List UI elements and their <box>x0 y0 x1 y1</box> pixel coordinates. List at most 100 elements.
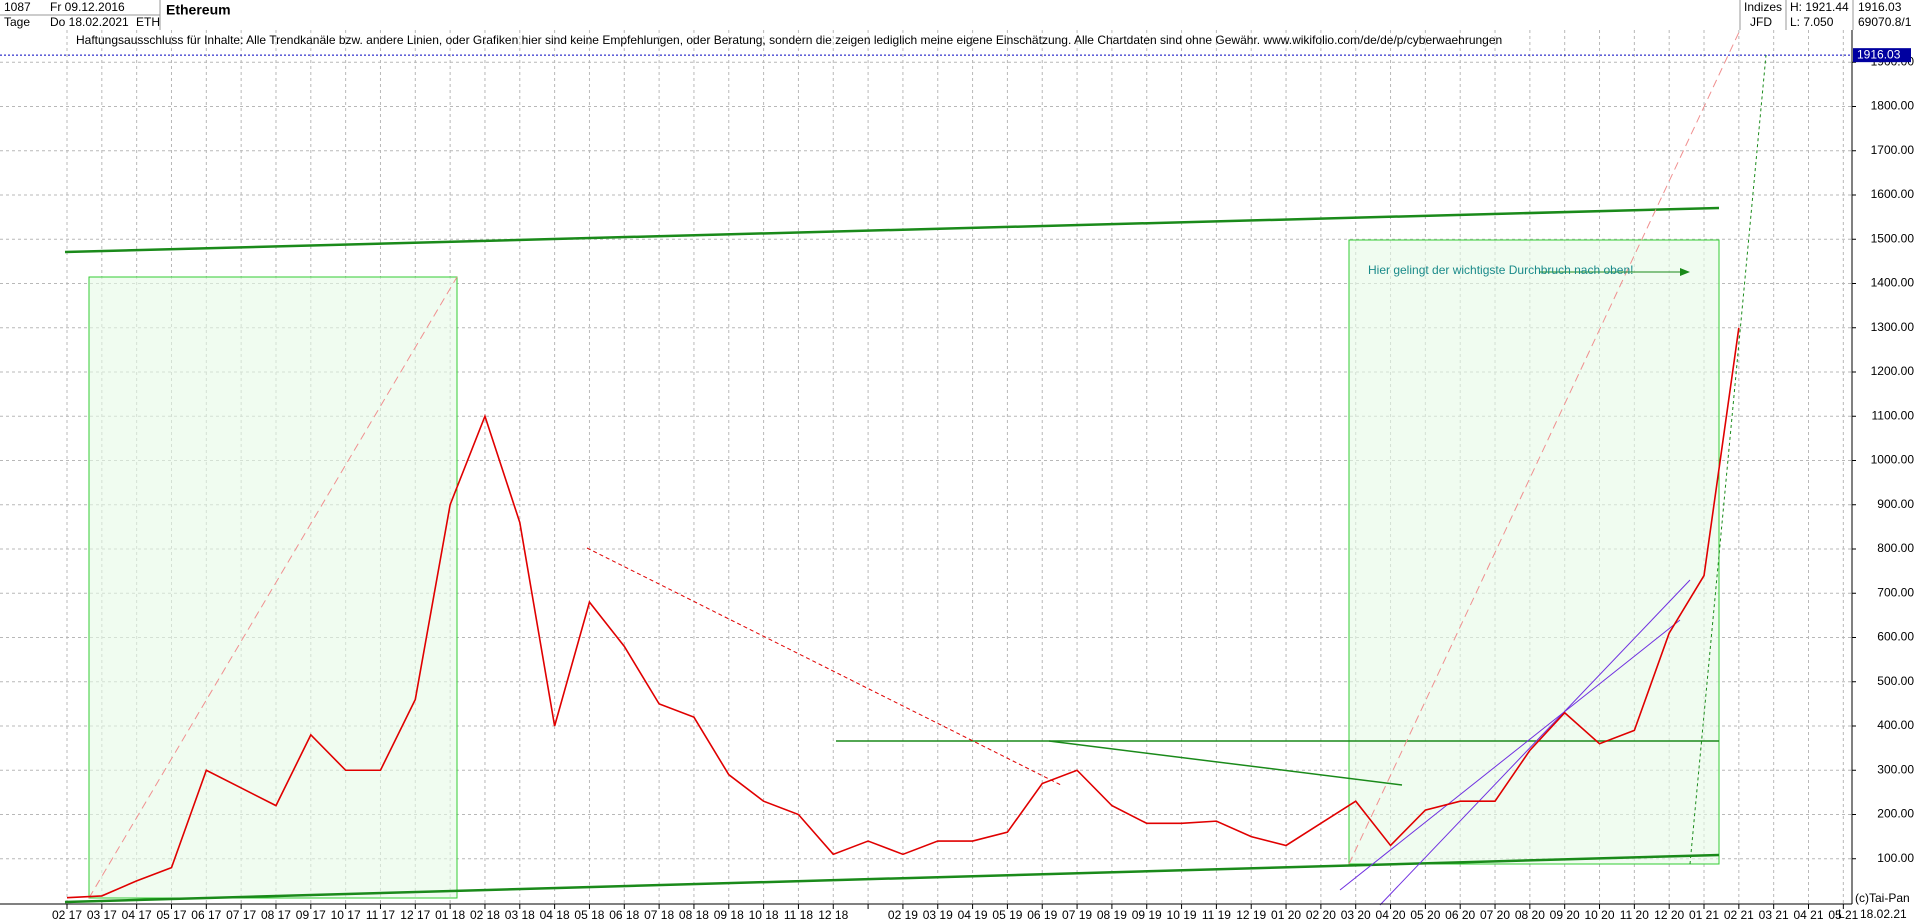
x-tick-label: 09 17 <box>296 908 326 922</box>
annotation-arrow <box>1680 268 1690 276</box>
y-tick-label: 1500.00 <box>1871 231 1915 245</box>
header-from: Fr 09.12.2016 <box>50 0 125 14</box>
header-low: L: 7.050 <box>1790 15 1834 29</box>
x-tick-label: 09 20 <box>1550 908 1580 922</box>
y-tick-label: 1700.00 <box>1871 143 1915 157</box>
header-symbol: ETH <box>136 15 160 29</box>
header-count: 1087 <box>4 0 31 14</box>
x-tick-label: 04 18 <box>540 908 570 922</box>
y-tick-label: 1600.00 <box>1871 187 1915 201</box>
x-tick-label: 03 17 <box>87 908 117 922</box>
x-tick-label: 06 17 <box>191 908 221 922</box>
x-tick-label: 03 20 <box>1341 908 1371 922</box>
x-tick-label: 05 20 <box>1410 908 1440 922</box>
y-tick-label: 1300.00 <box>1871 320 1915 334</box>
x-tick-label: 03 18 <box>505 908 535 922</box>
y-tick-label: 700.00 <box>1877 585 1914 599</box>
y-tick-label: 400.00 <box>1877 718 1914 732</box>
x-tick-label: 04 21 <box>1793 908 1823 922</box>
y-tick-label: 1000.00 <box>1871 453 1915 467</box>
x-tick-label: 02 20 <box>1306 908 1336 922</box>
x-tick-label: 10 18 <box>749 908 779 922</box>
header-bar <box>0 0 1916 30</box>
x-tick-label: 08 19 <box>1097 908 1127 922</box>
header-broker: JFD <box>1750 15 1772 29</box>
x-tick-label: 04 20 <box>1376 908 1406 922</box>
y-tick-label: 300.00 <box>1877 762 1914 776</box>
header-volume: 69070.8/1 <box>1858 15 1912 29</box>
annotation: Hier gelingt der wichtigste Durchbruch n… <box>1368 263 1633 277</box>
x-tick-label: 08 17 <box>261 908 291 922</box>
x-tick-label: 08 18 <box>679 908 709 922</box>
x-tick-label: 09 19 <box>1132 908 1162 922</box>
x-tick-label: 06 19 <box>1027 908 1057 922</box>
trend-line <box>1348 29 1741 865</box>
x-tick-label: 07 18 <box>644 908 674 922</box>
header-high: H: 1921.44 <box>1790 0 1849 14</box>
x-tick-label: 12 20 <box>1654 908 1684 922</box>
x-tick-label: 02 19 <box>888 908 918 922</box>
y-tick-label: 200.00 <box>1877 807 1914 821</box>
x-tick-label: 12 18 <box>818 908 848 922</box>
x-tick-label: 08 20 <box>1515 908 1545 922</box>
y-tick-label: 500.00 <box>1877 674 1914 688</box>
price-line <box>66 327 1740 899</box>
x-tick-label: 01 21 <box>1689 908 1719 922</box>
x-tick-label: 06 18 <box>609 908 639 922</box>
footer-scale: L <box>1838 907 1845 921</box>
header-name: Ethereum <box>166 2 231 18</box>
header-last: 1916.03 <box>1858 0 1902 14</box>
footer-date: 18.02.21 <box>1860 907 1907 921</box>
x-tick-label: 03 19 <box>923 908 953 922</box>
x-tick-label: 11 18 <box>784 908 813 922</box>
y-tick-label: 1400.00 <box>1871 276 1915 290</box>
x-tick-label: 02 21 <box>1724 908 1754 922</box>
x-tick-label: 10 19 <box>1167 908 1197 922</box>
y-tick-label: 800.00 <box>1877 541 1914 555</box>
y-tick-label: 1800.00 <box>1871 99 1915 113</box>
x-tick-label: 07 17 <box>226 908 256 922</box>
trend-line <box>1379 579 1691 906</box>
header-to: Do 18.02.2021 <box>50 15 129 29</box>
trend-line <box>1048 740 1403 786</box>
x-tick-label: 11 19 <box>1202 908 1231 922</box>
trend-line <box>586 547 1062 786</box>
trend-line <box>1339 619 1681 891</box>
x-tick-label: 09 18 <box>714 908 744 922</box>
last-price-label: 1916.03 <box>1857 47 1901 61</box>
x-tick-label: 05 18 <box>574 908 604 922</box>
x-tick-label: 05 21 <box>1828 908 1858 922</box>
x-tick-label: 10 20 <box>1585 908 1615 922</box>
x-tick-label: 12 19 <box>1236 908 1266 922</box>
header-period: Tage <box>4 15 30 29</box>
x-tick-label: 07 19 <box>1062 908 1092 922</box>
x-tick-label: 01 20 <box>1271 908 1301 922</box>
footer-copyright: (c)Tai-Pan <box>1855 891 1910 905</box>
x-tick-label: 11 20 <box>1620 908 1649 922</box>
trend-line <box>64 853 1720 904</box>
x-tick-label: 05 19 <box>992 908 1022 922</box>
trend-line <box>88 276 458 899</box>
x-tick-label: 04 17 <box>122 908 152 922</box>
y-tick-label: 900.00 <box>1877 497 1914 511</box>
last-price-box <box>1853 48 1911 63</box>
y-tick-label: 100.00 <box>1877 851 1914 865</box>
x-tick-label: 10 17 <box>331 908 361 922</box>
x-tick-label: 01 18 <box>435 908 465 922</box>
header-market: Indizes <box>1744 0 1782 14</box>
trend-line <box>64 206 1720 254</box>
x-tick-label: 04 19 <box>958 908 988 922</box>
y-tick-label: 1100.00 <box>1872 408 1915 422</box>
x-tick-label: 03 21 <box>1759 908 1789 922</box>
disclaimer: Haftungsausschluss für Inhalte: Alle Tre… <box>76 33 1502 47</box>
x-tick-label: 05 17 <box>156 908 186 922</box>
x-tick-label: 06 20 <box>1445 908 1475 922</box>
x-tick-label: 11 17 <box>366 908 395 922</box>
x-tick-label: 02 18 <box>470 908 500 922</box>
x-tick-label: 02 17 <box>52 908 82 922</box>
x-tick-label: 07 20 <box>1480 908 1510 922</box>
y-tick-label: 600.00 <box>1877 630 1914 644</box>
y-tick-label: 1200.00 <box>1871 364 1915 378</box>
range-box <box>1348 239 1720 865</box>
